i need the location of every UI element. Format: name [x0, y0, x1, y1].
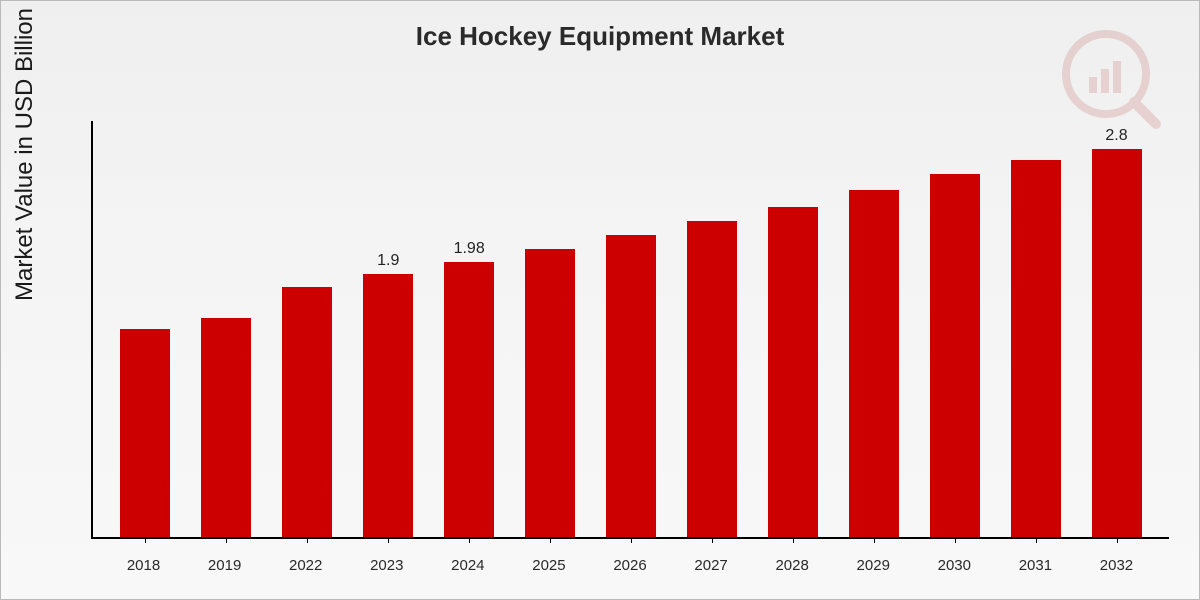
x-axis-tick-label: 2027	[671, 557, 752, 574]
bar-slot	[752, 121, 833, 537]
bar	[363, 274, 413, 537]
x-axis-tick	[1117, 537, 1118, 543]
bar-slot: 1.98	[429, 121, 510, 537]
x-axis-tick-label: 2028	[752, 557, 833, 574]
x-axis-tick-label: 2024	[427, 557, 508, 574]
bar	[930, 174, 980, 537]
x-axis-tick-label: 2026	[589, 557, 670, 574]
bar	[282, 287, 332, 537]
x-axis-tick	[226, 537, 227, 543]
bar-value-label: 1.9	[377, 252, 399, 270]
bar	[1011, 160, 1061, 537]
x-axis-tick	[712, 537, 713, 543]
y-axis-label: Market Value in USD Billion	[11, 8, 39, 301]
bar	[849, 190, 899, 537]
bar-slot: 1.9	[348, 121, 429, 537]
x-axis-tick	[145, 537, 146, 543]
bar-slot	[914, 121, 995, 537]
bar-slot	[591, 121, 672, 537]
bar	[201, 318, 251, 537]
x-axis-tick-label: 2022	[265, 557, 346, 574]
bar-value-label: 2.8	[1105, 127, 1127, 145]
bar	[1092, 149, 1142, 537]
x-axis-tick-label: 2023	[346, 557, 427, 574]
bar-slot	[510, 121, 591, 537]
x-axis-tick	[793, 537, 794, 543]
x-axis-tick	[550, 537, 551, 543]
x-axis-tick-label: 2025	[508, 557, 589, 574]
x-axis-tick	[631, 537, 632, 543]
bar-slot	[833, 121, 914, 537]
bar-slot	[186, 121, 267, 537]
x-axis-tick-label: 2019	[184, 557, 265, 574]
bar	[687, 221, 737, 537]
x-axis-tick-label: 2032	[1076, 557, 1157, 574]
chart-frame: Ice Hockey Equipment Market Market Value…	[0, 0, 1200, 600]
x-axis-tick	[874, 537, 875, 543]
bar-value-label: 1.98	[454, 240, 485, 258]
x-axis-tick	[955, 537, 956, 543]
bar	[606, 235, 656, 537]
x-axis-tick	[1036, 537, 1037, 543]
watermark-logo-icon	[1061, 29, 1161, 129]
x-axis-tick-label: 2031	[995, 557, 1076, 574]
x-axis-labels: 2018201920222023202420252026202720282029…	[91, 557, 1169, 574]
chart-title: Ice Hockey Equipment Market	[1, 21, 1199, 52]
bar-slot	[267, 121, 348, 537]
x-axis-tick	[469, 537, 470, 543]
x-axis-tick	[388, 537, 389, 543]
bar	[768, 207, 818, 537]
bar-slot	[671, 121, 752, 537]
plot-area: 1.9 1.98 2.8	[91, 121, 1169, 539]
x-axis-tick-label: 2018	[103, 557, 184, 574]
bar	[120, 329, 170, 537]
bar-slot	[995, 121, 1076, 537]
bar	[444, 262, 494, 537]
bar-slot	[105, 121, 186, 537]
x-axis-tick-label: 2029	[833, 557, 914, 574]
x-axis-tick-label: 2030	[914, 557, 995, 574]
x-axis-tick	[307, 537, 308, 543]
bar	[525, 249, 575, 537]
bar-slot: 2.8	[1076, 121, 1157, 537]
